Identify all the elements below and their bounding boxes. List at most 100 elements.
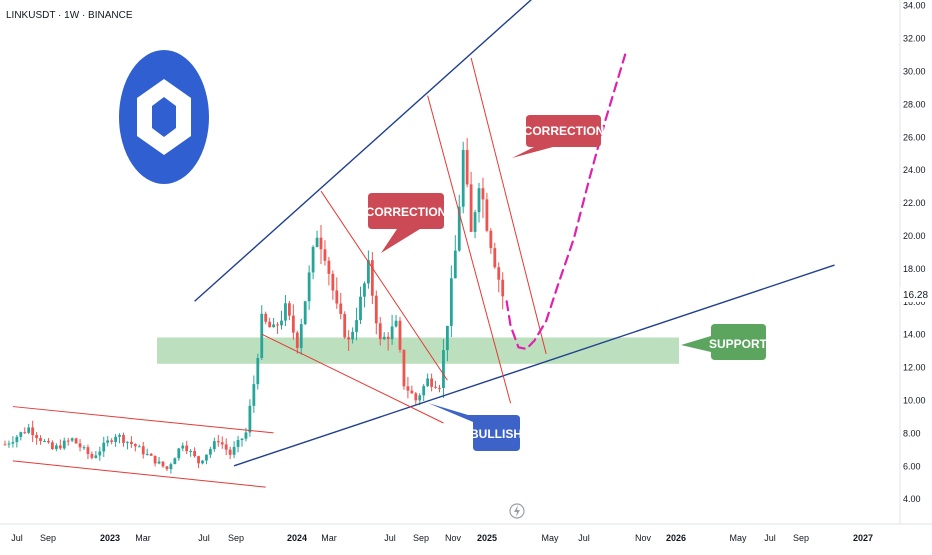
candle [264, 311, 268, 325]
trendline-correction-top[interactable] [470, 57, 547, 355]
y-tick-label: 10.00 [903, 395, 926, 405]
candle [220, 436, 224, 449]
x-tick-label: Nov [635, 533, 652, 543]
candle [161, 461, 165, 468]
candle [469, 171, 473, 233]
candle [189, 448, 193, 457]
candle [102, 436, 106, 457]
candle [110, 438, 114, 445]
x-tick-label: 2023 [100, 533, 120, 543]
candle [307, 265, 311, 310]
x-tick-label: Nov [445, 533, 462, 543]
x-tick-label: 2027 [853, 533, 873, 543]
candle [323, 240, 327, 266]
candle [457, 194, 461, 252]
candle [351, 327, 354, 344]
price-axis-area[interactable] [900, 0, 932, 550]
candle [90, 451, 94, 460]
candle [343, 311, 347, 339]
time-axis-area[interactable] [0, 525, 900, 550]
candle [319, 225, 323, 265]
candle [311, 245, 315, 280]
svg-text:CORRECTION: CORRECTION [524, 124, 605, 138]
candle [7, 440, 11, 448]
y-tick-label: 30.00 [903, 66, 926, 76]
candle [402, 349, 406, 390]
candle [19, 431, 23, 441]
candle [145, 448, 149, 456]
candle [288, 300, 291, 321]
x-tick-label: Jul [578, 533, 590, 543]
candle [137, 444, 141, 448]
y-tick-label: 34.00 [903, 1, 926, 11]
candle [347, 330, 351, 351]
candle [367, 250, 370, 289]
candle [370, 252, 374, 305]
trendline-rising-support[interactable] [233, 264, 835, 467]
candle [31, 420, 35, 443]
candle [315, 230, 319, 248]
candle [477, 182, 481, 223]
candle [485, 192, 489, 233]
candle [15, 434, 19, 448]
candle [260, 305, 264, 361]
candle [3, 440, 7, 446]
x-tick-label: Jul [11, 533, 23, 543]
candle [157, 456, 161, 465]
candle [382, 332, 386, 341]
candle [47, 438, 50, 444]
x-tick-label: Sep [228, 533, 244, 543]
candle [98, 446, 102, 461]
candle [378, 316, 382, 346]
candle [133, 443, 137, 452]
candle [232, 441, 236, 459]
candle [461, 141, 465, 214]
x-tick-label: Sep [40, 533, 56, 543]
candle [438, 384, 441, 393]
trendline-falling-wedge-top[interactable] [320, 190, 448, 381]
candle [11, 436, 15, 448]
symbol-title[interactable]: LINKUSDT · 1W · BINANCE [6, 10, 133, 21]
x-tick-label: 2024 [287, 533, 307, 543]
x-tick-label: May [729, 533, 747, 543]
candle [236, 435, 240, 453]
candle [126, 441, 129, 450]
candle [268, 317, 272, 328]
x-tick-label: May [541, 533, 559, 543]
trendline-falling-wedge-bottom[interactable] [261, 333, 444, 424]
projection-path[interactable] [505, 53, 627, 351]
trendline-base-channel-top[interactable] [12, 406, 274, 434]
candle [398, 316, 402, 353]
trendline-base-channel-bottom[interactable] [12, 460, 266, 488]
svg-text:CORRECTION: CORRECTION [366, 205, 447, 219]
candle [414, 391, 418, 405]
trendline-upper-channel[interactable] [194, 0, 535, 302]
candle [122, 432, 125, 447]
x-tick-label: Mar [321, 533, 337, 543]
candle [256, 353, 260, 390]
y-tick-label: 24.00 [903, 165, 926, 175]
candle [501, 272, 505, 310]
candle [327, 257, 331, 286]
candle [303, 300, 307, 325]
y-tick-label: 20.00 [903, 231, 926, 241]
x-tick-label: Jul [198, 533, 210, 543]
bullish-label: BULLISH [428, 403, 522, 451]
candle [430, 373, 433, 392]
y-tick-label: 4.00 [903, 494, 921, 504]
candle [481, 177, 485, 218]
y-tick-label: 6.00 [903, 461, 921, 471]
candle [153, 455, 157, 467]
candle [149, 452, 153, 456]
candle [363, 281, 366, 308]
last-price-tag: 16.28 [900, 287, 932, 302]
svg-text:BULLISH: BULLISH [470, 427, 522, 441]
tradingview-flash-icon [509, 503, 525, 519]
candle [449, 265, 453, 338]
trendline-correction-bottom[interactable] [427, 95, 512, 404]
candle [66, 437, 70, 446]
candle [295, 330, 299, 354]
candle [74, 437, 78, 444]
candle [78, 439, 82, 452]
